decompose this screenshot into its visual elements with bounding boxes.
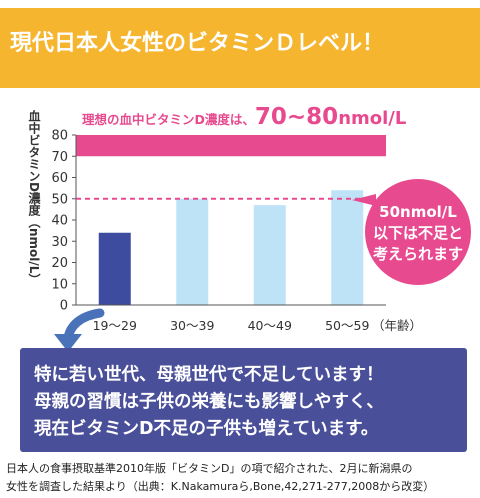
- y-axis-label: 血中ビタミンD濃度（nmol/L）: [27, 109, 41, 286]
- y-tick-label: 30: [51, 235, 68, 250]
- y-tick-label: 70: [51, 150, 68, 165]
- page-title: 現代日本人女性のビタミンＤレベル！: [10, 31, 385, 56]
- arrow-head: [54, 334, 82, 352]
- y-tick-label: 10: [51, 277, 68, 292]
- bar-30〜39: [176, 198, 209, 305]
- bar-50〜59: [331, 190, 364, 305]
- source-footnote: 日本人の食事摂取基準2010年版「ビタミンD」の項で紹介された、2月に新潟県の …: [6, 460, 480, 496]
- ideal-range-label: 理想の血中ビタミンD濃度は、70~80nmol/L: [82, 104, 406, 130]
- bubble-line-2: 以下は不足と: [373, 224, 463, 242]
- x-axis-label: （年齢）: [372, 318, 422, 333]
- x-tick-label: 30〜39: [170, 318, 214, 333]
- y-tick-label: 40: [51, 214, 68, 229]
- x-tick-label: 50〜59: [325, 318, 369, 333]
- bubble-pointer: [352, 194, 376, 206]
- footnote-line-2: 女性を調査した結果より（出典：K.Nakamuraら,Bone,42,271-2…: [6, 480, 435, 493]
- ideal-label-prefix: 理想の血中ビタミンD濃度は、: [82, 112, 255, 127]
- x-tick-label: 40〜49: [248, 318, 292, 333]
- callout-line-3: 現在ビタミンD不足の子供も増えています。: [34, 419, 379, 439]
- y-tick-label: 80: [51, 129, 68, 144]
- ideal-label-value: 70~80: [255, 104, 338, 130]
- bubble-line-3: 考えられます: [373, 245, 463, 263]
- y-tick-label: 60: [51, 171, 68, 186]
- ideal-label-unit: nmol/L: [338, 108, 406, 129]
- footnote-line-1: 日本人の食事摂取基準2010年版「ビタミンD」の項で紹介された、2月に新潟県の: [6, 462, 413, 475]
- bar-19〜29: [98, 232, 131, 305]
- bar-40〜49: [253, 205, 286, 305]
- summary-callout: 特に若い世代、母親世代で不足しています！ 母親の習慣は子供の栄養にも影響しやすく…: [20, 348, 467, 452]
- y-tick-label: 20: [51, 256, 68, 271]
- bubble-line-1: 50nmol/L: [379, 203, 457, 221]
- y-tick-label: 50: [51, 192, 68, 207]
- x-tick-label: 19〜29: [93, 318, 137, 333]
- callout-line-1: 特に若い世代、母親世代で不足しています！: [34, 365, 384, 385]
- title-banner: [0, 8, 480, 88]
- threshold-bubble: [365, 179, 471, 285]
- ideal-range-band: [76, 135, 386, 157]
- y-tick-label: 0: [60, 299, 68, 314]
- callout-line-2: 母親の習慣は子供の栄養にも影響しやすく、: [34, 392, 384, 412]
